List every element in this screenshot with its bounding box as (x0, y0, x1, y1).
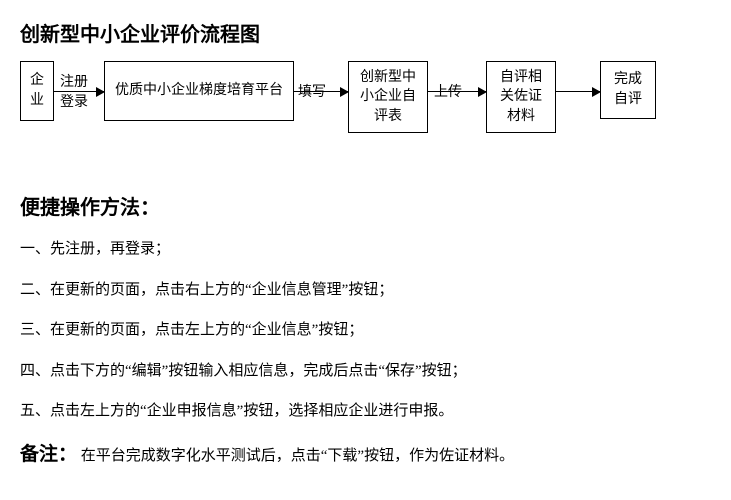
methods-heading: 便捷操作方法： (20, 191, 711, 220)
note: 备注： 在平台完成数字化水平测试后，点击“下载”按钮，作为佐证材料。 (20, 441, 711, 470)
page-title: 创新型中小企业评价流程图 (20, 18, 711, 47)
note-label: 备注： (20, 444, 77, 465)
step-1: 一、先注册，再登录； (20, 238, 711, 261)
step-3: 三、在更新的页面，点击左上方的“企业信息”按钮； (20, 319, 711, 342)
flow-edge-label-1: 填写 (298, 83, 326, 103)
steps-list: 一、先注册，再登录； 二、在更新的页面，点击右上方的“企业信息管理”按钮； 三、在更… (20, 238, 711, 423)
flow-node-n3: 创新型中 小企业自 评表 (348, 61, 428, 133)
step-4: 四、点击下方的“编辑”按钮输入相应信息，完成后点击“保存”按钮； (20, 360, 711, 383)
flow-node-n4: 自评相 关佐证 材料 (486, 61, 556, 133)
step-5: 五、点击左上方的“企业申报信息”按钮，选择相应企业进行申报。 (20, 400, 711, 423)
flowchart: 企 业 优质中小企业梯度培育平台创新型中 小企业自 评表自评相 关佐证 材料完成 … (20, 61, 720, 151)
step-2: 二、在更新的页面，点击右上方的“企业信息管理”按钮； (20, 279, 711, 302)
flow-edge-label-2: 上传 (434, 83, 462, 103)
note-text: 在平台完成数字化水平测试后，点击“下载”按钮，作为佐证材料。 (81, 448, 514, 464)
flow-node-n2: 优质中小企业梯度培育平台 (104, 61, 294, 121)
flow-arrow-3 (556, 91, 600, 92)
flow-edge-label-0: 注册 登录 (60, 73, 88, 112)
flow-node-n5: 完成 自评 (600, 61, 656, 119)
flow-node-n1: 企 业 (20, 61, 54, 121)
